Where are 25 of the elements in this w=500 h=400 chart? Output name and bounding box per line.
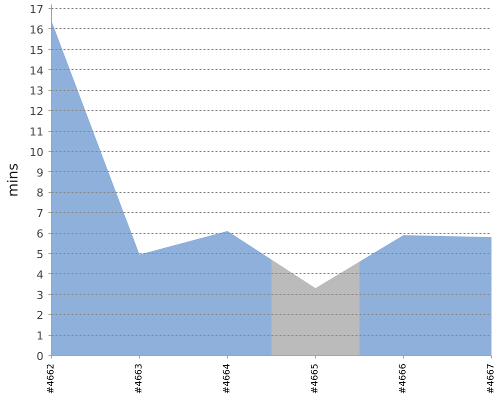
y-tick-label: 3 [36, 288, 44, 302]
y-tick-label: 4 [36, 268, 44, 282]
x-tick-label: #4663 [134, 363, 144, 394]
y-tick-label: 13 [30, 84, 44, 98]
y-tick-label: 1 [36, 330, 44, 343]
y-tick-label: 8 [36, 186, 44, 200]
x-tick-label: #4666 [398, 363, 408, 394]
y-tick-label: 17 [30, 3, 44, 16]
y-tick-label: 9 [36, 166, 44, 180]
y-tick-label: 0 [36, 350, 44, 363]
y-tick-label: 12 [30, 105, 44, 118]
x-tick-label: #4662 [46, 363, 56, 394]
y-axis-title: mins [6, 163, 22, 197]
x-tick-label: #4664 [222, 363, 232, 394]
y-tick-label: 2 [36, 309, 44, 322]
x-tick-label: #4665 [310, 363, 320, 394]
y-tick-label: 14 [30, 64, 44, 78]
y-tick-label: 11 [30, 126, 44, 139]
y-tick-label: 5 [36, 248, 44, 261]
y-tick-label: 16 [30, 23, 44, 36]
x-tick-label: #4667 [486, 363, 496, 394]
y-tick-label: 10 [30, 146, 44, 159]
y-tick-label: 6 [36, 228, 44, 241]
y-tick-label: 15 [30, 44, 44, 57]
y-tick-label: 7 [36, 207, 44, 220]
